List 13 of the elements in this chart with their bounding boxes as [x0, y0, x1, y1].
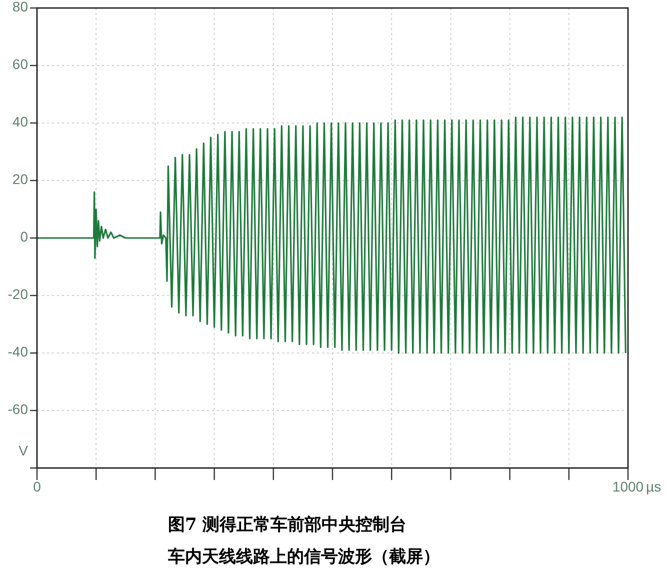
y-tick-label: 60	[12, 56, 28, 72]
y-axis-title: V	[18, 442, 29, 459]
y-tick-label: -60	[8, 401, 28, 418]
y-tick-label: 20	[12, 171, 28, 188]
y-tick-label: -20	[8, 286, 28, 302]
x-axis-title: µs	[646, 478, 662, 495]
y-tick-label: 0	[20, 228, 28, 245]
caption: 图7 测得正常车前部中央控制台	[168, 515, 407, 535]
y-tick-label: 80	[12, 0, 28, 15]
text: 车内天线线路上的信号波形（截屏）	[167, 547, 440, 567]
y-tick-label: 40	[12, 114, 28, 130]
x-tick-label: 1000	[612, 478, 644, 495]
y-tick-label: -40	[8, 344, 28, 360]
